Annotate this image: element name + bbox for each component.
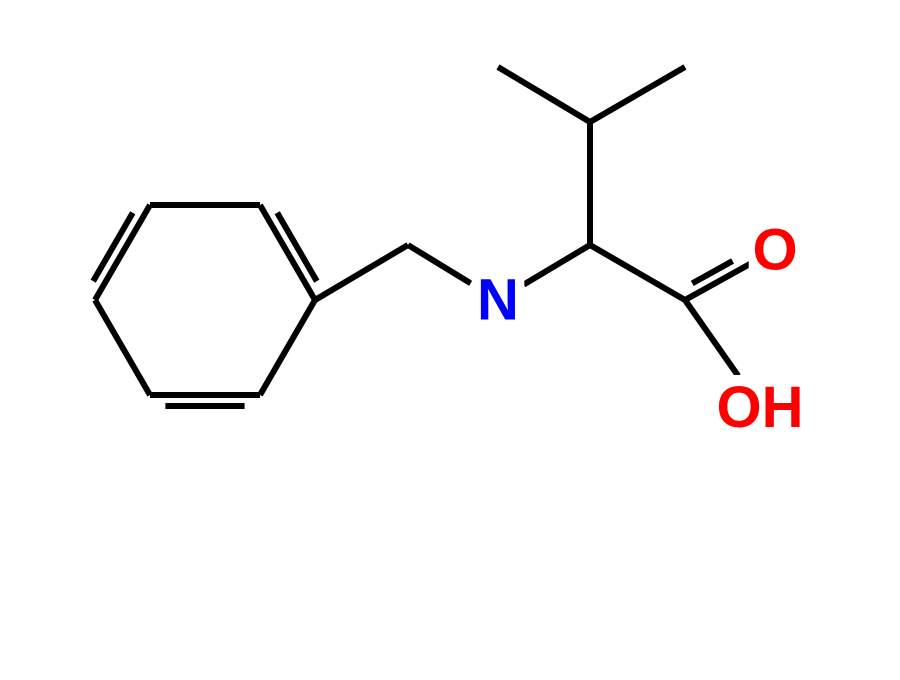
bond (590, 245, 685, 300)
atom-label-oh: OH (716, 375, 803, 440)
atom-label-o: O (752, 218, 797, 283)
atom-label-n: N (477, 268, 519, 333)
bond (524, 245, 590, 285)
bond (95, 300, 150, 395)
bond (590, 67, 685, 122)
bond (315, 245, 408, 300)
chemical-structure-diagram: N O OH (0, 0, 900, 680)
bond (260, 300, 315, 395)
bond (95, 205, 150, 300)
bond (685, 300, 738, 376)
bond (498, 67, 590, 122)
bond (260, 205, 315, 300)
bond (408, 245, 471, 283)
